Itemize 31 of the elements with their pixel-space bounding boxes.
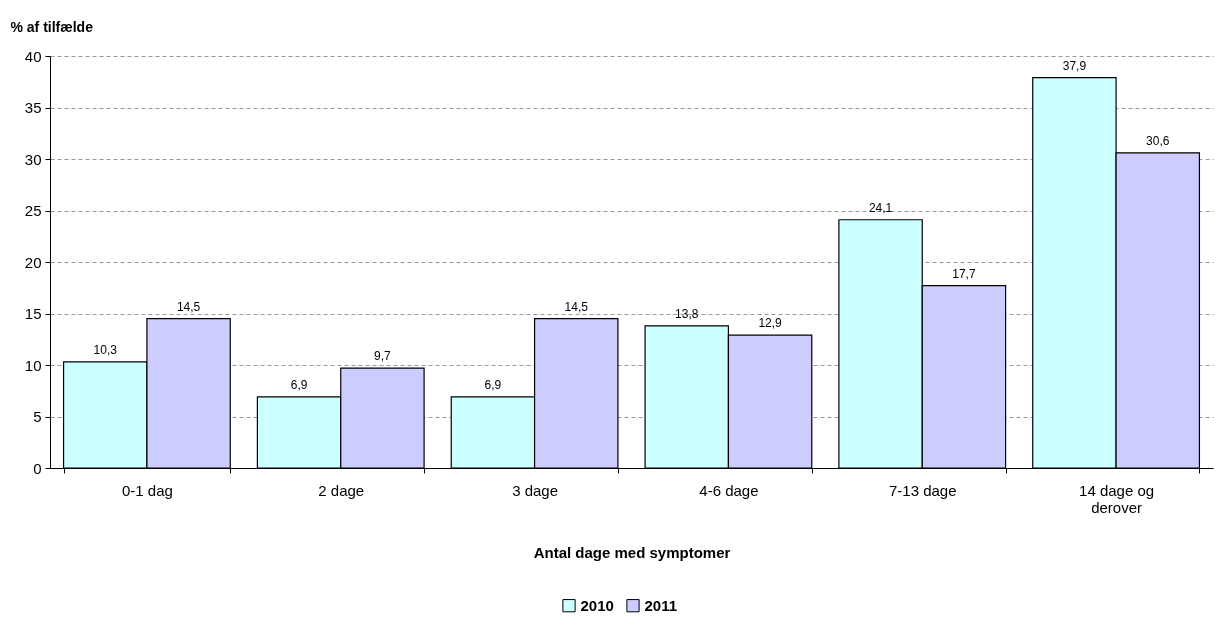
data-label: 6,9 [484,377,502,392]
x-tick-label: 7-13 dage [888,481,957,499]
y-tick-label: 25 [24,202,42,219]
legend-label: 2010 [580,596,614,614]
y-tick-label: 30 [24,150,42,168]
y-tick-label: 35 [24,99,42,116]
data-label: 37,9 [1062,58,1087,73]
y-tick-label: 5 [33,408,42,425]
y-tick-label: 0 [33,459,42,477]
x-tick-label: 4-6 dage [699,481,759,499]
data-label: 12,9 [758,316,783,331]
x-tick-label: 2 dage [318,481,365,499]
x-tick-label: 3 dage [512,481,559,499]
y-axis-title: % af tilfælde [10,18,94,35]
data-label: 30,6 [1146,133,1170,148]
data-label: 13,8 [675,306,699,321]
y-tick-label: 15 [24,305,42,322]
y-tick-label: 10 [24,356,42,374]
y-tick-label: 40 [24,47,42,65]
data-label: 14,5 [176,299,201,314]
y-tick-label: 20 [24,253,42,271]
data-label: 9,7 [374,349,392,364]
data-label: 17,7 [952,266,976,281]
data-label: 6,9 [290,377,308,392]
legend-label: 2011 [644,596,678,614]
data-label: 10,3 [93,342,118,357]
data-label: 24,1 [868,200,893,215]
x-tick-label: 14 dage og derover [1079,481,1155,516]
x-tick-label: 0-1 dag [121,481,173,499]
x-axis-title: Antal dage med symptomer [533,543,731,561]
data-label: 14,5 [564,299,589,314]
